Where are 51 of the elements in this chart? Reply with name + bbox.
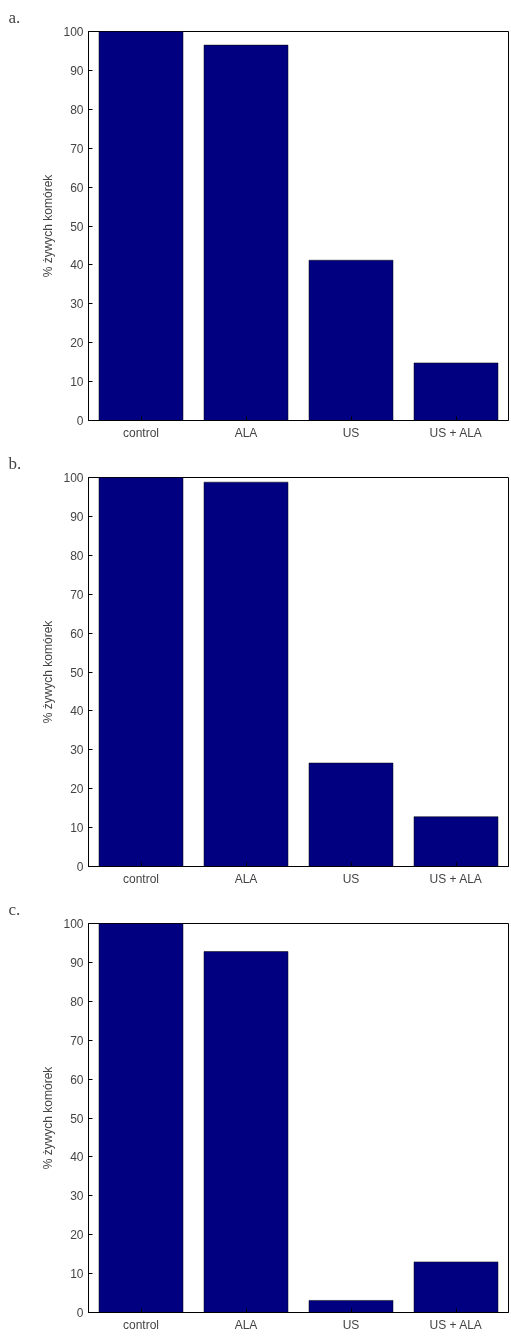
y-tick-label: 60 xyxy=(70,626,84,641)
y-tick-label: 10 xyxy=(70,821,84,836)
y-tick-label: 80 xyxy=(70,994,84,1009)
x-tick-label: US xyxy=(342,1317,360,1332)
y-tick-label: 80 xyxy=(70,548,84,563)
y-tick-label: 90 xyxy=(70,509,84,524)
y-tick-label: 100 xyxy=(63,471,84,485)
y-tick-label: 40 xyxy=(70,1150,84,1165)
y-tick-label: 40 xyxy=(70,258,84,273)
y-tick-label: 30 xyxy=(70,297,84,312)
y-tick-label: 100 xyxy=(63,917,84,931)
y-tick-label: 70 xyxy=(70,1033,84,1048)
y-tick-label: 10 xyxy=(70,1267,84,1282)
chart-title: c. xyxy=(8,899,21,919)
y-tick-label: 100 xyxy=(63,25,84,39)
x-tick-label: control xyxy=(122,425,160,440)
y-tick-label: 0 xyxy=(76,1306,84,1320)
chart-title: a. xyxy=(8,7,21,27)
y-tick-label: 20 xyxy=(70,336,84,351)
y-tick-label: 80 xyxy=(70,102,84,117)
y-axis-title: % żywych komórek xyxy=(41,173,56,278)
y-tick-label: 20 xyxy=(70,782,84,797)
y-tick-label: 30 xyxy=(70,743,84,758)
chart-title: b. xyxy=(8,453,22,473)
y-tick-label: 20 xyxy=(70,1228,84,1243)
x-tick-label: US + ALA xyxy=(429,425,482,440)
x-tick-label: control xyxy=(122,1317,160,1332)
y-tick-label: 30 xyxy=(70,1189,84,1204)
x-tick-label: US + ALA xyxy=(429,1317,482,1332)
x-tick-label: ALA xyxy=(234,871,258,886)
y-tick-label: 50 xyxy=(70,1111,84,1126)
x-tick-label: ALA xyxy=(234,425,258,440)
y-tick-label: 50 xyxy=(70,219,84,234)
y-axis-title: % żywych komórek xyxy=(41,1065,56,1170)
y-tick-label: 40 xyxy=(70,704,84,719)
y-tick-label: 50 xyxy=(70,665,84,680)
x-tick-label: ALA xyxy=(234,1317,258,1332)
y-tick-label: 10 xyxy=(70,375,84,390)
y-axis-title: % żywych komórek xyxy=(41,619,56,724)
x-tick-label: US + ALA xyxy=(429,871,482,886)
x-tick-label: US xyxy=(342,871,360,886)
y-tick-label: 90 xyxy=(70,63,84,78)
y-tick-label: 70 xyxy=(70,587,84,602)
x-tick-label: control xyxy=(122,871,160,886)
y-tick-label: 0 xyxy=(76,860,84,874)
y-tick-label: 60 xyxy=(70,180,84,195)
x-tick-label: US xyxy=(342,425,360,440)
y-tick-label: 90 xyxy=(70,955,84,970)
y-tick-label: 60 xyxy=(70,1072,84,1087)
y-tick-label: 0 xyxy=(76,414,84,428)
y-tick-label: 70 xyxy=(70,141,84,156)
